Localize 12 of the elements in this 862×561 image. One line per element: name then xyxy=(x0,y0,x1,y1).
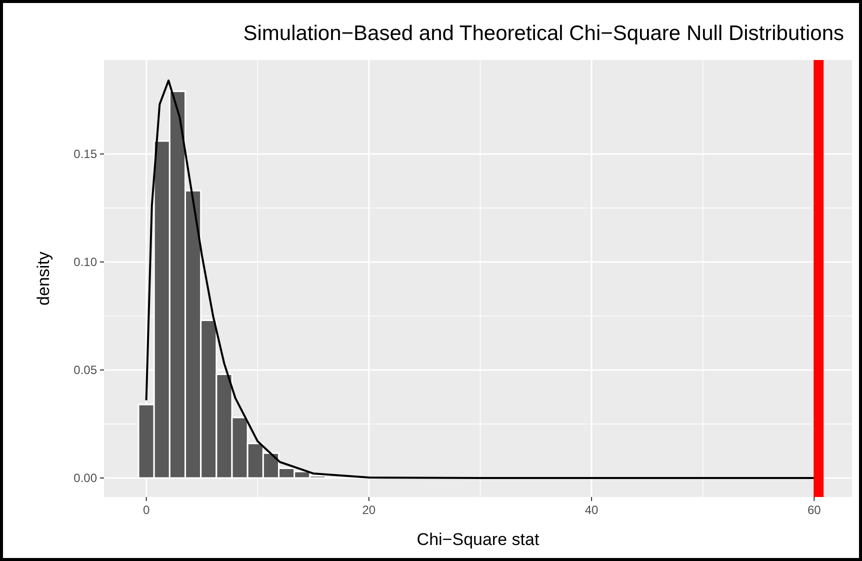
y-tick-label: 0.15 xyxy=(74,146,98,161)
y-tick-label: 0.00 xyxy=(74,470,98,485)
x-tick-label: 40 xyxy=(584,503,599,517)
y-tick-label: 0.10 xyxy=(74,254,98,269)
x-axis-title: Chi−Square stat xyxy=(416,530,540,549)
y-axis-title: density xyxy=(34,251,53,306)
x-tick-label: 20 xyxy=(362,503,376,517)
line-series xyxy=(145,80,816,479)
chart-title: Simulation−Based and Theoretical Chi−Square Null Distributions xyxy=(243,22,844,45)
y-tick-label: 0.05 xyxy=(74,362,98,377)
x-tick-label: 0 xyxy=(142,503,150,517)
x-tick-label: 60 xyxy=(807,503,822,517)
